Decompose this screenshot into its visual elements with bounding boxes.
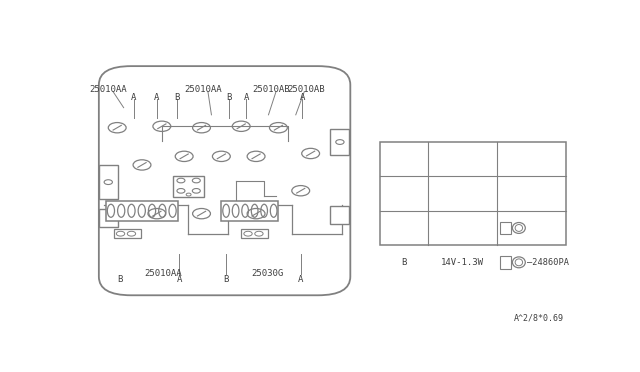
Text: A: A bbox=[154, 93, 159, 102]
Text: A: A bbox=[131, 93, 136, 102]
Text: B: B bbox=[174, 93, 179, 102]
Bar bbox=[173, 176, 204, 197]
Text: A^2/8*0.69: A^2/8*0.69 bbox=[513, 314, 564, 323]
Bar bbox=[99, 209, 118, 227]
Bar bbox=[330, 129, 349, 155]
Bar bbox=[221, 201, 278, 221]
Text: 25030G: 25030G bbox=[251, 269, 284, 278]
Bar bbox=[380, 142, 566, 245]
Bar bbox=[500, 222, 511, 234]
Bar bbox=[500, 256, 511, 269]
Text: —24860PA: —24860PA bbox=[527, 258, 570, 267]
Text: A: A bbox=[300, 93, 305, 102]
Text: 14V-3.8W: 14V-3.8W bbox=[442, 224, 484, 232]
Text: A: A bbox=[298, 275, 303, 284]
Text: —24860P: —24860P bbox=[527, 224, 564, 232]
Text: CODE NO.: CODE NO. bbox=[511, 155, 553, 164]
Bar bbox=[330, 206, 349, 224]
Bar bbox=[241, 230, 269, 238]
Text: LOCATION: LOCATION bbox=[383, 155, 425, 164]
FancyBboxPatch shape bbox=[99, 66, 350, 295]
Text: A: A bbox=[243, 93, 249, 102]
Text: 25010AA: 25010AA bbox=[89, 84, 127, 93]
Text: B: B bbox=[226, 93, 232, 102]
Text: 25010AB: 25010AB bbox=[287, 84, 325, 93]
Text: B: B bbox=[117, 275, 122, 284]
Text: SPECIFICATION: SPECIFICATION bbox=[429, 155, 497, 164]
Text: 25010AA: 25010AA bbox=[184, 84, 222, 93]
Text: 25010AB: 25010AB bbox=[253, 84, 290, 93]
Text: B: B bbox=[401, 258, 407, 267]
Text: A: A bbox=[177, 275, 182, 284]
Text: B: B bbox=[223, 275, 229, 284]
Text: A: A bbox=[401, 224, 407, 232]
Bar bbox=[106, 201, 178, 221]
Text: 25010AA: 25010AA bbox=[145, 269, 182, 278]
Text: 14V-1.3W: 14V-1.3W bbox=[442, 258, 484, 267]
Bar bbox=[99, 165, 118, 199]
Bar bbox=[114, 230, 141, 238]
